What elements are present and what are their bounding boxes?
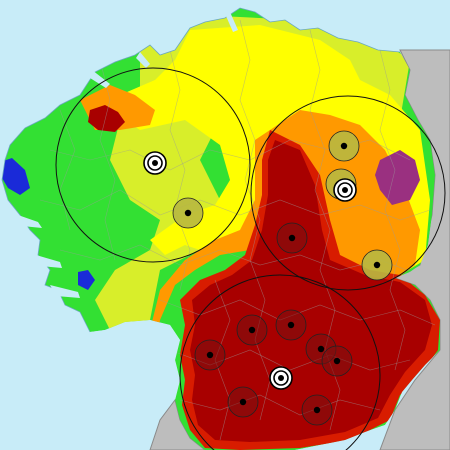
station-dot	[248, 326, 256, 334]
radar-ring-middle	[273, 370, 289, 386]
station-dot	[340, 142, 348, 150]
zone-purple	[375, 150, 420, 205]
municipality-borders	[39, 19, 436, 441]
zone-darkred-north	[88, 105, 125, 132]
radar-site-icon-radar-nw	[143, 151, 167, 175]
station-dot	[288, 234, 296, 242]
station-marker-st-2	[328, 130, 360, 162]
station-dot	[317, 345, 325, 353]
radar-range-rings	[55, 67, 446, 450]
radar-ring-center	[278, 375, 284, 381]
coastline	[1, 7, 401, 333]
station-marker-st-11	[227, 386, 259, 418]
station-dot	[184, 209, 192, 217]
radar-site-markers	[143, 151, 357, 390]
radar-ring-center	[152, 160, 158, 166]
station-marker-st-6	[236, 314, 268, 346]
station-marker-st-7	[275, 309, 307, 341]
station-marker-st-8	[194, 339, 226, 371]
station-marker-st-10	[321, 345, 353, 377]
station-dot	[287, 321, 295, 329]
station-dot	[333, 357, 341, 365]
radar-site-icon-radar-e	[333, 178, 357, 202]
radar-site-icon-radar-s	[269, 366, 293, 390]
radar-ring-middle	[147, 155, 163, 171]
station-dot	[239, 398, 247, 406]
station-dot	[206, 351, 214, 359]
radar-range-ring-east	[250, 95, 446, 291]
station-markers	[172, 130, 393, 426]
radar-range-ring-south	[179, 274, 381, 450]
radar-ring-middle	[337, 182, 353, 198]
zone-darkred	[190, 140, 432, 442]
rias	[18, 12, 238, 298]
station-marker-st-1	[172, 197, 204, 229]
station-marker-st-4	[361, 249, 393, 281]
station-marker-st-5	[276, 222, 308, 254]
station-dot	[373, 261, 381, 269]
radar-range-ring-north-west	[55, 67, 251, 263]
zone-blue-west	[2, 158, 30, 195]
station-marker-st-12	[301, 394, 333, 426]
zone-blue-south	[78, 270, 95, 290]
station-dot	[313, 406, 321, 414]
radar-ring-center	[342, 187, 348, 193]
